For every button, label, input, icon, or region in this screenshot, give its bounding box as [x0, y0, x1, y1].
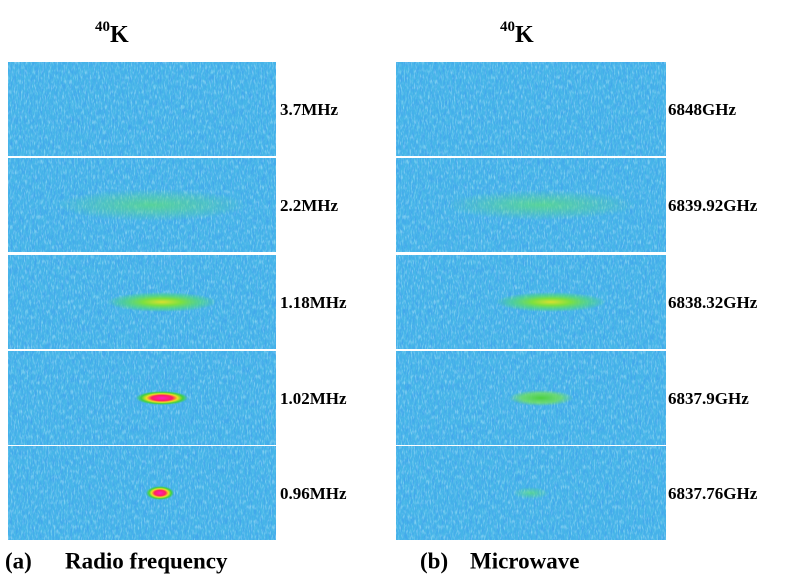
panel-caption: Microwave [470, 548, 579, 573]
figure: 40K3.7MHz2.2MHz1.18MHz1.02MHz0.96MHz(a)R… [0, 0, 800, 577]
panel-title: 40K [500, 19, 534, 47]
isotope-mass: 40 [95, 19, 110, 35]
row-label: 1.02MHz [280, 389, 347, 408]
atom-cloud [513, 487, 549, 499]
image-noise-light [8, 446, 276, 540]
content: 40K3.7MHz2.2MHz1.18MHz1.02MHz0.96MHz(a)R… [5, 19, 758, 573]
row-label: 6838.32GHz [668, 293, 758, 312]
row-label: 0.96MHz [280, 484, 347, 503]
atom-cloud [496, 292, 606, 312]
atom-cloud [146, 486, 174, 500]
panel-label: (a) [5, 548, 32, 573]
row-label: 6837.76GHz [668, 484, 758, 503]
isotope-mass: 40 [500, 19, 515, 35]
atom-cloud [446, 190, 636, 220]
panel-title: 40K [95, 19, 129, 47]
row-label: 1.18MHz [280, 293, 347, 312]
image-noise-light [8, 62, 276, 156]
image-noise-light [396, 62, 666, 156]
isotope-element: K [110, 22, 129, 48]
atom-cloud [136, 391, 188, 405]
isotope-element: K [515, 22, 534, 48]
row-label: 6839.92GHz [668, 196, 758, 215]
atom-cloud [509, 390, 573, 406]
panel-caption: Radio frequency [65, 548, 228, 573]
row-label: 2.2MHz [280, 196, 339, 215]
row-label: 6848GHz [668, 100, 736, 119]
row-label: 3.7MHz [280, 100, 339, 119]
atom-cloud [57, 189, 247, 221]
atom-cloud [107, 292, 217, 312]
panel-label: (b) [420, 548, 448, 573]
row-label: 6837.9GHz [668, 389, 749, 408]
